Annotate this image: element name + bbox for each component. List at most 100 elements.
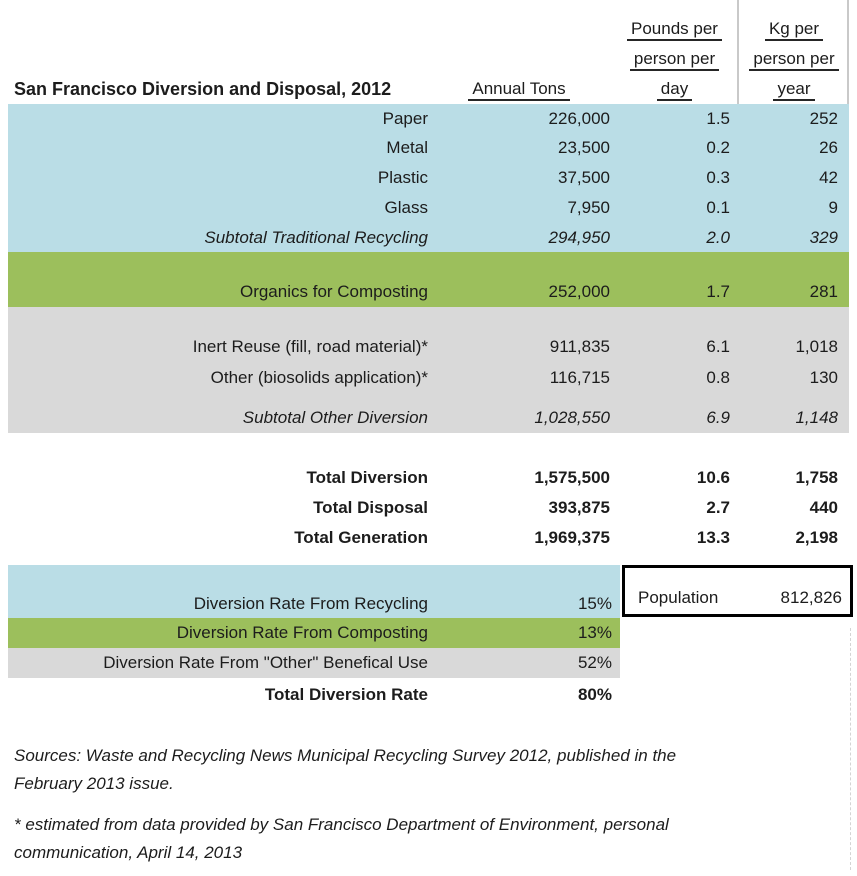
gridline-right-edge	[850, 628, 851, 870]
row-label: Diversion Rate From Composting	[176, 623, 428, 642]
row-value-kg-per-year: 42	[819, 168, 838, 187]
row-label: Total Disposal	[313, 498, 428, 517]
row-value-pounds-per-day: 1.5	[706, 108, 730, 128]
asterisk-note-line-1: * estimated from data provided by San Fr…	[14, 815, 669, 834]
table-row: Subtotal Traditional Recycling 294,950 2.0…	[8, 223, 849, 252]
table-row: Paper 226,000 1.5 252	[8, 104, 849, 133]
kg-header-line-2: person per	[749, 48, 839, 71]
table-row: Subtotal Other Diversion 1,028,550 6.9 1,14…	[8, 394, 849, 433]
row-value-pounds-per-day: 13.3	[696, 528, 730, 547]
table-row: Total Disposal 393,875 2.7 440	[8, 493, 849, 523]
row-value-kg-per-year: 281	[809, 282, 838, 301]
row-value-pounds-per-day: 0.2	[706, 138, 730, 157]
row-label: Total Generation	[294, 528, 428, 547]
table-row	[8, 433, 849, 463]
row-value-kg-per-year: 252	[809, 108, 838, 128]
kg-header-line-3: year	[773, 78, 815, 101]
row-label: Total Diversion	[306, 468, 428, 487]
row-value-annual-tons: 7,950	[567, 198, 610, 217]
footnotes: Sources: Waste and Recycling News Munici…	[14, 742, 848, 876]
row-value-pounds-per-day: 6.9	[706, 408, 730, 427]
row-label: Other (biosolids application)*	[210, 368, 428, 387]
table-row	[8, 553, 849, 565]
row-label: Plastic	[377, 168, 428, 187]
column-header-kg-per-year: Kg per person per year	[739, 14, 849, 104]
row-value: 13%	[577, 623, 612, 642]
row-value-pounds-per-day: 0.8	[706, 368, 730, 387]
row-value-kg-per-year: 1,148	[795, 408, 838, 427]
row-value: 80%	[577, 685, 612, 704]
row-value-kg-per-year: 130	[809, 368, 838, 387]
column-header-pounds-per-day: Pounds per person per day	[610, 14, 739, 104]
table-row: Diversion Rate From Composting 13%	[8, 618, 620, 648]
row-value-pounds-per-day: 0.1	[706, 198, 730, 217]
row-value-pounds-per-day: 1.7	[706, 282, 730, 301]
column-divider-line	[737, 0, 739, 104]
row-label: Subtotal Other Diversion	[242, 408, 428, 427]
row-label: Diversion Rate From Recycling	[193, 594, 428, 613]
table-row: Total Generation 1,969,375 13.3 2,198	[8, 523, 849, 553]
table-row: Total Diversion 1,575,500 10.6 1,758	[8, 463, 849, 493]
pounds-header-line-3: day	[656, 78, 693, 101]
table-row: Plastic 37,500 0.3 42	[8, 163, 849, 193]
row-value-pounds-per-day: 2.7	[706, 498, 730, 517]
table-row	[8, 565, 620, 590]
pounds-header-line-1: Pounds per	[627, 18, 722, 41]
row-value-annual-tons: 37,500	[558, 168, 610, 187]
row-value-annual-tons: 1,969,375	[534, 528, 610, 547]
row-value-kg-per-year: 329	[809, 227, 838, 247]
row-value-annual-tons: 1,575,500	[534, 468, 610, 487]
row-label: Diversion Rate From "Other" Benefical Us…	[103, 653, 428, 672]
row-label: Metal	[386, 138, 428, 157]
row-value-pounds-per-day: 0.3	[706, 168, 730, 187]
row-label: Subtotal Traditional Recycling	[204, 227, 428, 247]
row-label: Glass	[384, 198, 428, 217]
population-label: Population	[638, 588, 719, 607]
table-row	[8, 307, 849, 332]
row-value-kg-per-year: 1,018	[795, 337, 838, 356]
table-row: Inert Reuse (fill, road material)* 911,83…	[8, 332, 849, 362]
population-box: Population 812,826	[622, 565, 853, 617]
row-value-annual-tons: 1,028,550	[534, 408, 610, 427]
row-value-annual-tons: 226,000	[548, 108, 610, 128]
row-value-annual-tons: 393,875	[548, 498, 610, 517]
table-row: Organics for Composting 252,000 1.7 281	[8, 277, 849, 307]
row-value-annual-tons: 911,835	[549, 337, 610, 356]
table-row: Total Diversion Rate 80%	[8, 678, 620, 712]
source-note-line-1: Sources: Waste and Recycling News Munici…	[14, 746, 677, 765]
row-value-kg-per-year: 26	[819, 138, 838, 157]
row-label: Organics for Composting	[239, 282, 428, 301]
row-label: Paper	[382, 108, 428, 128]
row-label: Inert Reuse (fill, road material)*	[192, 337, 428, 356]
row-value-kg-per-year: 9	[828, 198, 838, 217]
population-value: 812,826	[780, 588, 842, 607]
table-right-border-line	[847, 0, 849, 104]
row-value-annual-tons: 294,950	[548, 227, 610, 247]
column-header-annual-tons: Annual Tons	[428, 74, 610, 104]
row-label: Total Diversion Rate	[264, 685, 428, 704]
table-row: Diversion Rate From Recycling 15%	[8, 590, 620, 618]
table-row: Glass 7,950 0.1 9	[8, 193, 849, 223]
row-value-pounds-per-day: 6.1	[706, 337, 730, 356]
asterisk-note-line-2: communication, April 14, 2013	[14, 843, 243, 862]
row-value-pounds-per-day: 10.6	[696, 468, 730, 487]
row-value-annual-tons: 23,500	[558, 138, 610, 157]
table-body: Paper 226,000 1.5 252 Metal 23,500 0.2 26 Plasti…	[0, 104, 857, 712]
pounds-header-line-2: person per	[629, 48, 720, 71]
row-value-kg-per-year: 1,758	[795, 468, 838, 487]
table-title: San Francisco Diversion and Disposal, 20…	[14, 79, 392, 99]
table-row: Diversion Rate From "Other" Benefical Us…	[8, 648, 620, 678]
table-header: San Francisco Diversion and Disposal, 20…	[0, 0, 857, 104]
row-value: 15%	[577, 594, 612, 613]
annual-tons-label: Annual Tons	[468, 78, 570, 101]
source-note-line-2: February 2013 issue.	[14, 774, 174, 793]
row-value-annual-tons: 252,000	[548, 282, 610, 301]
table-row: Metal 23,500 0.2 26	[8, 133, 849, 163]
kg-header-line-1: Kg per	[764, 18, 824, 41]
table-row: Other (biosolids application)* 116,715 0.8…	[8, 362, 849, 394]
row-value-annual-tons: 116,715	[549, 368, 610, 387]
row-value-pounds-per-day: 2.0	[706, 227, 730, 247]
source-note: Sources: Waste and Recycling News Munici…	[14, 742, 848, 798]
asterisk-note: * estimated from data provided by San Fr…	[14, 811, 848, 867]
